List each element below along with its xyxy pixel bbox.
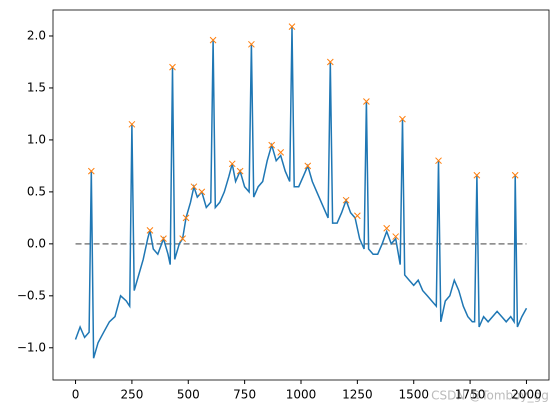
peak-marker (363, 98, 370, 105)
peak-marker (288, 23, 296, 30)
y-tick-label: −1.0 (17, 340, 46, 354)
x-tick-label: 0 (72, 388, 80, 402)
y-tick-label: 1.5 (27, 80, 46, 94)
peak-marker (435, 157, 442, 165)
x-tick-label: 1750 (455, 388, 486, 402)
peak-marker (383, 224, 391, 232)
peak-marker (190, 183, 198, 191)
y-tick-label: −0.5 (17, 288, 46, 302)
peak-marker (511, 171, 519, 179)
y-tick-label: 1.0 (27, 132, 46, 146)
peak-marker (236, 167, 244, 175)
peak-marker (326, 58, 334, 66)
peak-marker (160, 235, 167, 243)
peak-marker (277, 149, 285, 156)
peak-marker (248, 40, 255, 48)
x-tick-label: 1000 (286, 388, 317, 402)
peak-marker (198, 188, 206, 196)
x-tick-label: 500 (177, 388, 200, 402)
peak-marker (169, 63, 176, 71)
peak-marker (228, 160, 236, 168)
y-tick-label: 0.5 (27, 184, 46, 198)
x-tick-label: 750 (233, 388, 256, 402)
peak-marker (268, 141, 276, 149)
peak-marker (182, 214, 190, 222)
peak-marker (209, 36, 217, 44)
x-tick-label: 1500 (398, 388, 429, 402)
peak-marker (399, 115, 406, 123)
peak-marker (304, 162, 312, 170)
peak-marker (128, 120, 136, 128)
peak-marker (392, 233, 400, 240)
axes-frame (52, 9, 550, 381)
peak-marker (87, 167, 95, 175)
watermark: CSDN @Tomboy_gg (431, 389, 549, 403)
x-tick-label: 1250 (342, 388, 373, 402)
x-tick-label: 2000 (511, 388, 542, 402)
signal-line (74, 26, 528, 359)
peak-marker (146, 226, 154, 234)
x-tick-label: 250 (120, 388, 143, 402)
y-tick-label: 0.0 (27, 236, 46, 250)
peak-marker (179, 235, 186, 243)
peak-marker (473, 171, 481, 179)
peak-marker (354, 212, 361, 220)
peak-marker (342, 196, 350, 204)
y-tick-label: 2.0 (27, 28, 46, 42)
